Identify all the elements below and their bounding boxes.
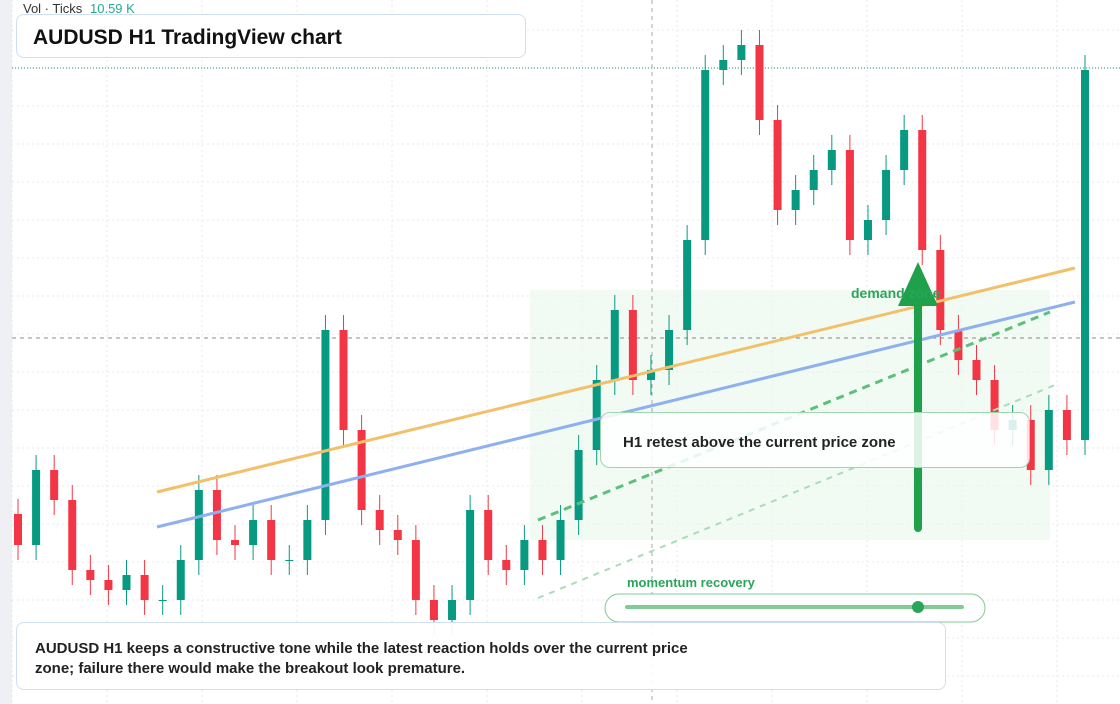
candle-body [267,520,276,560]
channel-line [537,384,1056,599]
candle-body [321,330,330,520]
candle-body [1062,410,1071,440]
title: AUDUSD H1 TradingView chart [33,26,342,49]
candle-body [176,560,185,600]
candle-body [701,70,710,240]
candle-body [393,530,402,540]
candle-body [484,510,493,560]
candle-body [466,510,475,600]
candle-body [809,170,818,190]
candle-body [122,575,131,590]
note-box: AUDUSD H1 keeps a constructive tone whil… [16,622,946,690]
candle-body [900,130,909,170]
candle-body [954,330,963,360]
candle-body [827,150,836,170]
candle-body [936,250,945,330]
candle-body [411,540,420,600]
candle-body [683,240,692,330]
arrow-head [898,262,938,306]
candle-body [231,540,240,545]
retest-label: H1 retest above the current price zone [623,434,896,451]
candle-body [194,490,203,560]
candle-body [1044,410,1053,470]
candle-body [285,560,294,561]
candles [14,30,1089,635]
candle-body [339,330,348,430]
vol-label: Vol · Ticks [23,1,83,16]
title-box: AUDUSD H1 TradingView chart [16,14,526,58]
candle-body [303,520,312,560]
candle-body [972,360,981,380]
candle-body [140,575,149,600]
candle-body [502,560,511,570]
candle-body [773,120,782,210]
candle-body [845,150,854,240]
side-strip [0,0,12,704]
candle-body [32,470,41,545]
candle-body [104,580,113,590]
candle-body [574,450,583,520]
candle-body [628,310,637,380]
candle-body [755,45,764,120]
candle-body [665,330,674,370]
candle-body [429,600,438,620]
candle-body [357,430,366,510]
candle-body [556,520,565,560]
candle-body [448,600,457,620]
candle-body [719,60,728,70]
note: AUDUSD H1 keeps a constructive tone whil… [35,640,688,677]
candle-body [68,500,77,570]
retest-box: H1 retest above the current price zone [600,412,1030,468]
candle-body [1081,70,1089,440]
candle-body [14,514,22,545]
candle-body [882,170,891,220]
candle-body [737,45,746,60]
candle-body [646,370,655,380]
candle-body [863,220,872,240]
zone-label: demand zone [851,285,941,301]
vol-value: 10.59 K [90,1,135,16]
candle-body [538,540,547,560]
candle-body [791,190,800,210]
candle-body [610,310,619,380]
candle-body [249,520,258,545]
momentum-label: momentum recovery [627,575,756,590]
candle-body [918,130,927,250]
candle-body [1026,420,1035,470]
candle-body [375,510,384,530]
slider-knob [912,601,924,613]
candle-body [592,380,601,450]
candle-body [212,490,221,540]
candle-body [50,470,59,500]
candle-body [990,380,999,430]
candle-body [520,540,529,570]
candle-body [86,570,95,580]
candle-body [158,600,167,601]
